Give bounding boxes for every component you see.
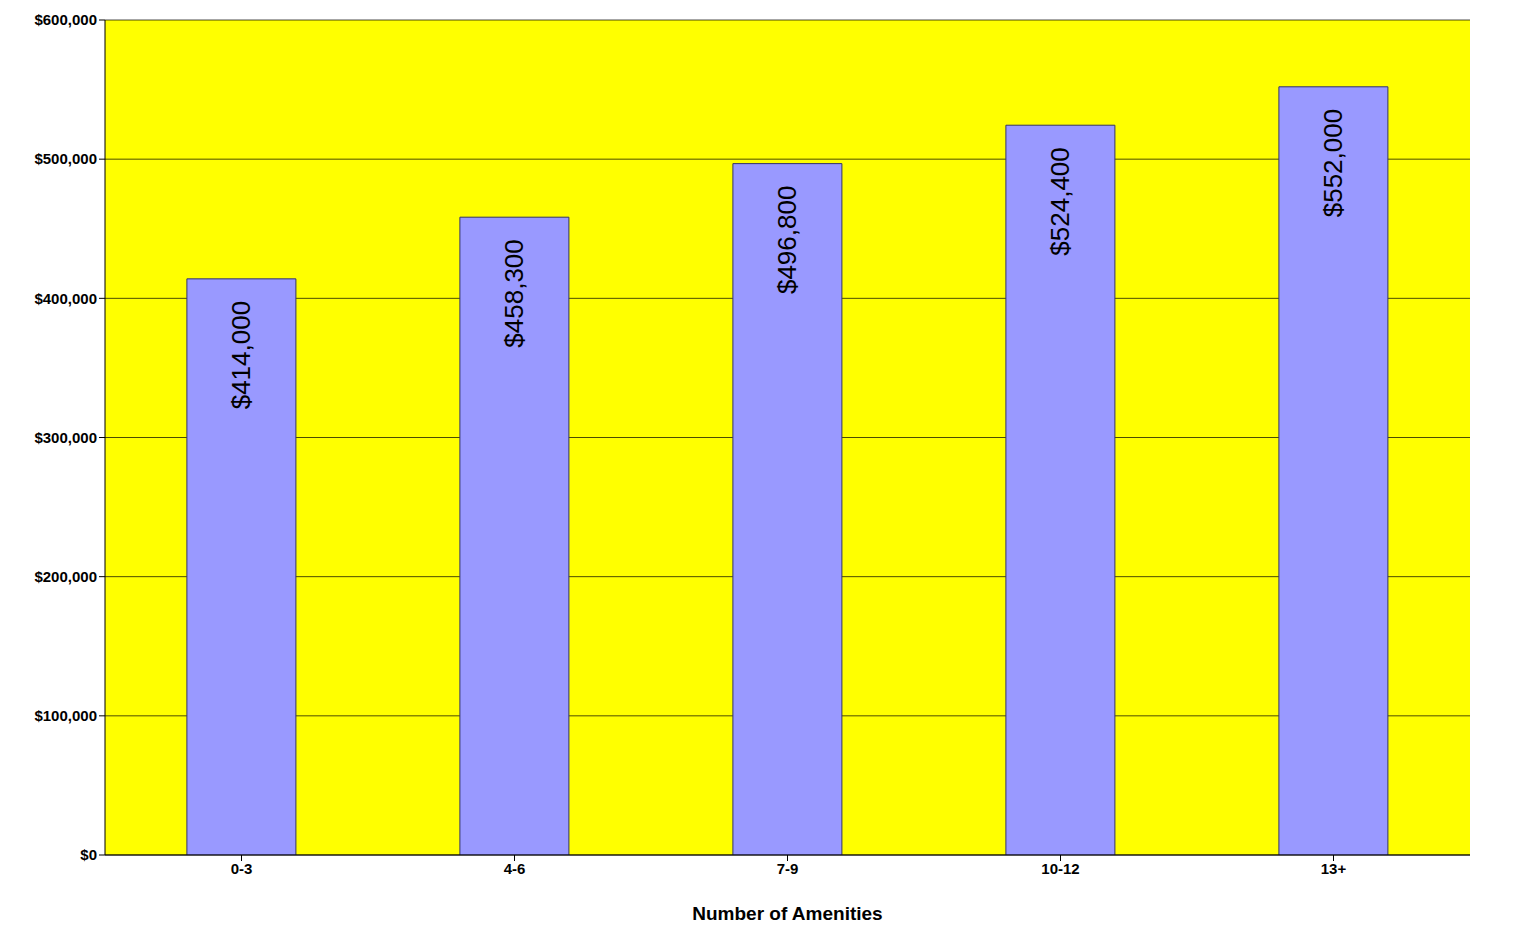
- svg-text:Number of Amenities: Number of Amenities: [692, 903, 882, 924]
- svg-text:0-3: 0-3: [231, 860, 253, 877]
- svg-text:$0: $0: [80, 846, 97, 863]
- svg-text:$414,000: $414,000: [226, 301, 256, 409]
- svg-text:$200,000: $200,000: [34, 568, 97, 585]
- svg-text:$458,300: $458,300: [499, 239, 529, 347]
- svg-text:$400,000: $400,000: [34, 290, 97, 307]
- svg-text:$300,000: $300,000: [34, 429, 97, 446]
- svg-text:10-12: 10-12: [1041, 860, 1079, 877]
- svg-text:$552,000: $552,000: [1318, 109, 1348, 217]
- svg-text:$496,800: $496,800: [772, 186, 802, 294]
- svg-text:4-6: 4-6: [504, 860, 526, 877]
- svg-text:$500,000: $500,000: [34, 150, 97, 167]
- svg-text:$600,000: $600,000: [34, 11, 97, 28]
- svg-text:$524,400: $524,400: [1045, 147, 1075, 255]
- svg-text:$100,000: $100,000: [34, 707, 97, 724]
- svg-text:13+: 13+: [1321, 860, 1347, 877]
- svg-text:7-9: 7-9: [777, 860, 799, 877]
